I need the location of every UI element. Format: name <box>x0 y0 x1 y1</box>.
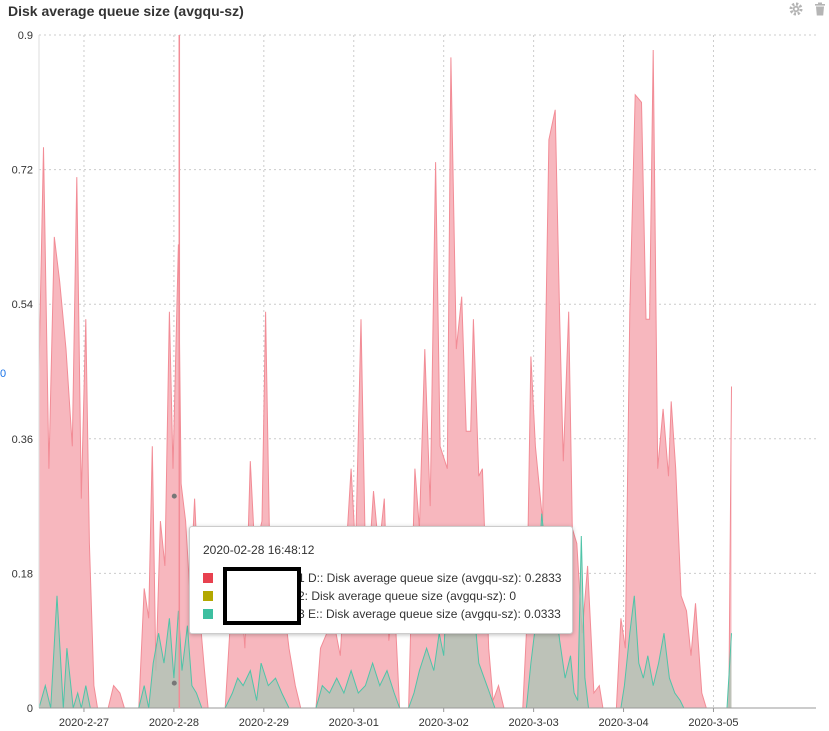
y-tick-label: 0.54 <box>12 299 33 311</box>
x-tick-label: 2020-2-28 <box>149 717 199 729</box>
x-axis-ticks: 2020-2-27 2020-2-28 2020-2-29 2020-3-01 2020… <box>59 717 739 729</box>
y-tick-label: 0.72 <box>12 165 33 177</box>
y-axis-ticks: 0 0.18 0.36 0.54 0.72 0.9 <box>12 30 33 715</box>
series-1-swatch <box>203 573 213 583</box>
series-3-area <box>39 513 732 708</box>
x-tick-label: 2020-3-02 <box>419 717 469 729</box>
gear-icon[interactable] <box>788 1 804 17</box>
panel-title: Disk average queue size (avgqu-sz) <box>8 3 244 19</box>
trash-icon[interactable] <box>812 1 828 17</box>
y-tick-label: 0 <box>27 703 33 715</box>
x-tick-label: 2020-3-05 <box>688 717 738 729</box>
y-tick-label: 0.9 <box>18 30 33 42</box>
series-3-swatch <box>203 609 213 619</box>
left-edge-label: 0 <box>0 368 7 380</box>
redaction-box <box>223 567 301 625</box>
hover-crosshair <box>171 35 181 708</box>
x-tick-label: 2020-3-03 <box>509 717 559 729</box>
tooltip-row-1-label: 1 D:: Disk average queue size (avgqu-sz)… <box>298 571 562 585</box>
x-tick-label: 2020-3-01 <box>329 717 379 729</box>
chart-axes <box>38 35 816 712</box>
hover-marker-1 <box>171 493 177 499</box>
x-tick-label: 2020-2-27 <box>59 717 109 729</box>
tooltip-row-3-label: 3 E:: Disk average queue size (avgqu-sz)… <box>298 607 561 621</box>
y-tick-label: 0.18 <box>12 568 33 580</box>
series-2-swatch <box>203 591 213 601</box>
tooltip-time: 2020-02-28 16:48:12 <box>203 543 315 557</box>
hover-marker-2 <box>171 680 177 686</box>
x-tick-label: 2020-2-29 <box>239 717 289 729</box>
chart-tooltip: 2020-02-28 16:48:12 1 D:: Disk average q… <box>189 526 573 634</box>
x-tick-label: 2020-3-04 <box>598 717 648 729</box>
y-tick-label: 0.36 <box>12 434 33 446</box>
tooltip-row-2-label: 2: Disk average queue size (avgqu-sz): 0 <box>298 589 517 603</box>
